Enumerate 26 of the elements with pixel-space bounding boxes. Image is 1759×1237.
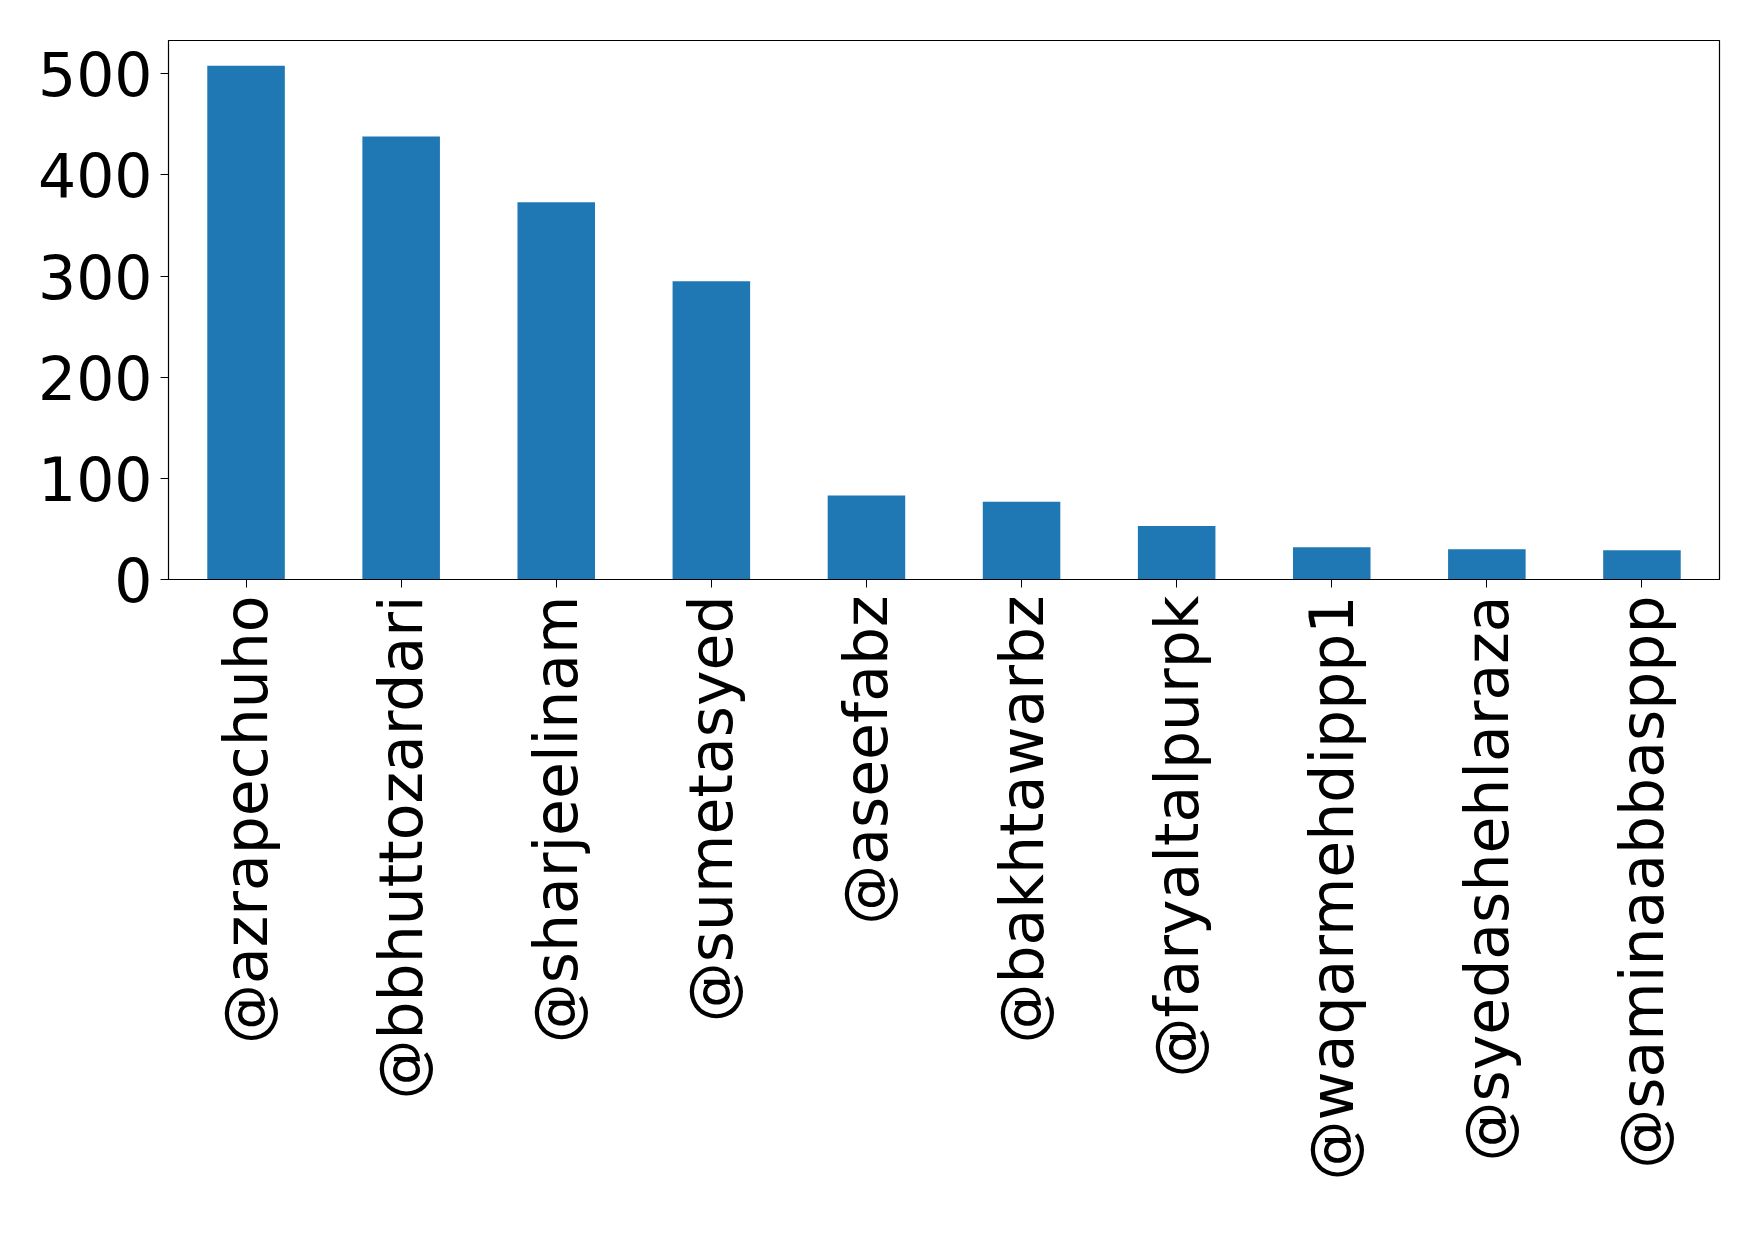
bar xyxy=(1448,549,1526,580)
bar xyxy=(827,495,906,580)
bar xyxy=(362,136,440,580)
y-tick-label: 100 xyxy=(37,444,153,515)
bar xyxy=(517,202,596,580)
x-tick-label: @sharjeelinam xyxy=(521,595,592,1044)
x-tick-label: @faryaltalpurpk xyxy=(1141,595,1212,1078)
y-tick-label: 300 xyxy=(37,242,153,313)
bar xyxy=(1137,525,1216,580)
x-tick-label: @bbhuttozardari xyxy=(366,595,437,1100)
x-tick-label: @bakhtawarbz xyxy=(986,595,1057,1044)
bar xyxy=(982,501,1061,580)
bar xyxy=(672,281,751,580)
x-tick-label: @syedashehlaraza xyxy=(1451,595,1522,1162)
y-tick-label: 200 xyxy=(37,343,153,414)
y-tick-label: 400 xyxy=(37,141,153,212)
bar xyxy=(1292,547,1371,580)
x-tick-label: @aseefabz xyxy=(831,595,902,925)
x-tick-label: @sumetasyed xyxy=(676,595,747,1023)
bar xyxy=(207,65,285,580)
y-tick-label: 0 xyxy=(114,546,153,616)
x-tick-label: @azrapechuho xyxy=(211,595,282,1044)
y-tick-label: 500 xyxy=(37,40,153,111)
x-tick-label: @waqarmehdippp1 xyxy=(1296,595,1367,1181)
bar xyxy=(1603,550,1681,580)
x-tick-label: @saminaabbasppp xyxy=(1606,595,1677,1169)
